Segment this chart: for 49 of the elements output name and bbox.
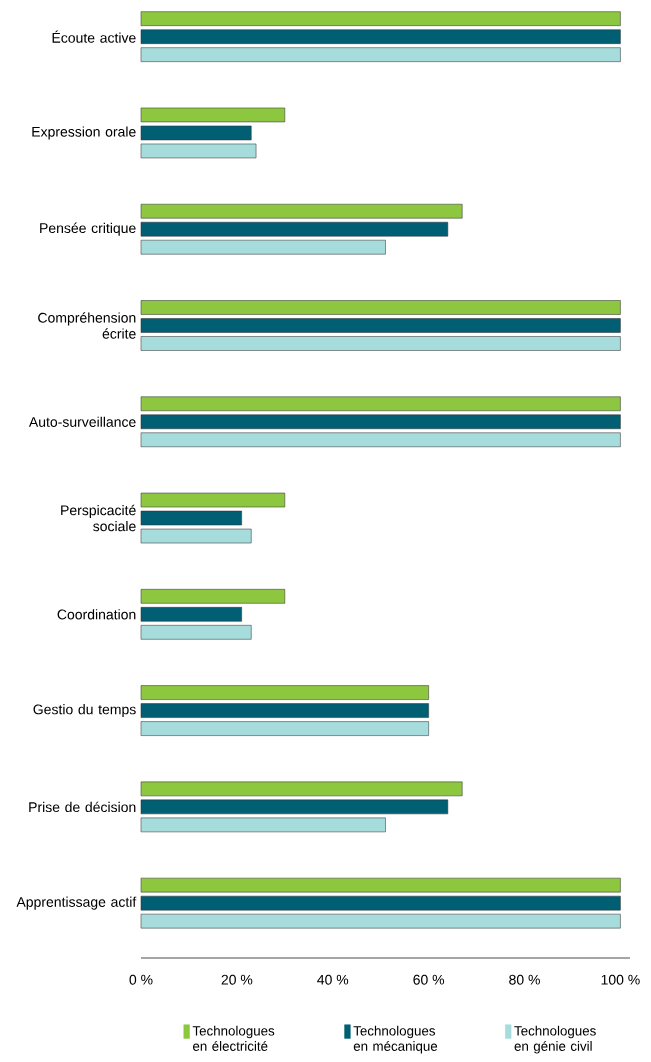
- legend-label: Technologues en électricité: [192, 1025, 275, 1051]
- bar: [140, 607, 242, 622]
- y-tick-label: Perspicacité sociale: [61, 504, 136, 532]
- x-tick-label: 80 %: [509, 974, 540, 985]
- bar: [140, 781, 463, 797]
- bar: [140, 625, 252, 640]
- bar: [140, 239, 386, 255]
- y-tick-label: Compréhension écrite: [38, 312, 136, 339]
- bar: [140, 685, 429, 700]
- y-tick-label: Apprentissage actif: [16, 896, 137, 910]
- y-tick-label: Auto-surveillance: [28, 416, 136, 427]
- y-tick-label: Gestio du temps: [33, 704, 136, 718]
- x-tick-label: 20 %: [221, 974, 253, 985]
- bar: [140, 336, 621, 351]
- bar: [140, 203, 463, 219]
- y-tick-label: Écoute active: [52, 30, 136, 43]
- bar: [140, 47, 621, 62]
- bar: [140, 143, 257, 159]
- bar: [140, 895, 621, 911]
- bar: [140, 913, 621, 929]
- bar: [140, 414, 621, 430]
- bar: [140, 107, 286, 123]
- x-tick-label: 0 %: [129, 974, 153, 985]
- x-tick-label: 100 %: [601, 974, 640, 985]
- bar: [140, 589, 286, 604]
- bar: [140, 510, 242, 526]
- bar: [140, 528, 252, 544]
- bar: [140, 817, 386, 833]
- bar: [140, 703, 429, 718]
- y-tick-label: Prise de décision: [29, 801, 136, 813]
- bar: [140, 799, 449, 815]
- bar: [140, 11, 621, 26]
- bar: [140, 300, 621, 315]
- bar: [140, 877, 621, 893]
- x-tick-label: 60 %: [413, 974, 445, 985]
- bar: [140, 318, 621, 333]
- bar: [140, 125, 252, 141]
- legend-label: Technologues en génie civil: [514, 1025, 596, 1054]
- y-tick-label: Coordination: [57, 609, 136, 620]
- legend-label: Technologues en mécanique: [353, 1025, 438, 1054]
- bar: [140, 29, 621, 44]
- bar: [140, 432, 621, 448]
- y-tick-label: Pensée critique: [40, 222, 136, 236]
- y-tick-label: Expression orale: [32, 126, 136, 140]
- bar: [140, 396, 621, 412]
- bar: [140, 492, 286, 508]
- x-tick-label: 40 %: [317, 974, 349, 985]
- bar: [140, 721, 429, 736]
- bar: [140, 221, 449, 237]
